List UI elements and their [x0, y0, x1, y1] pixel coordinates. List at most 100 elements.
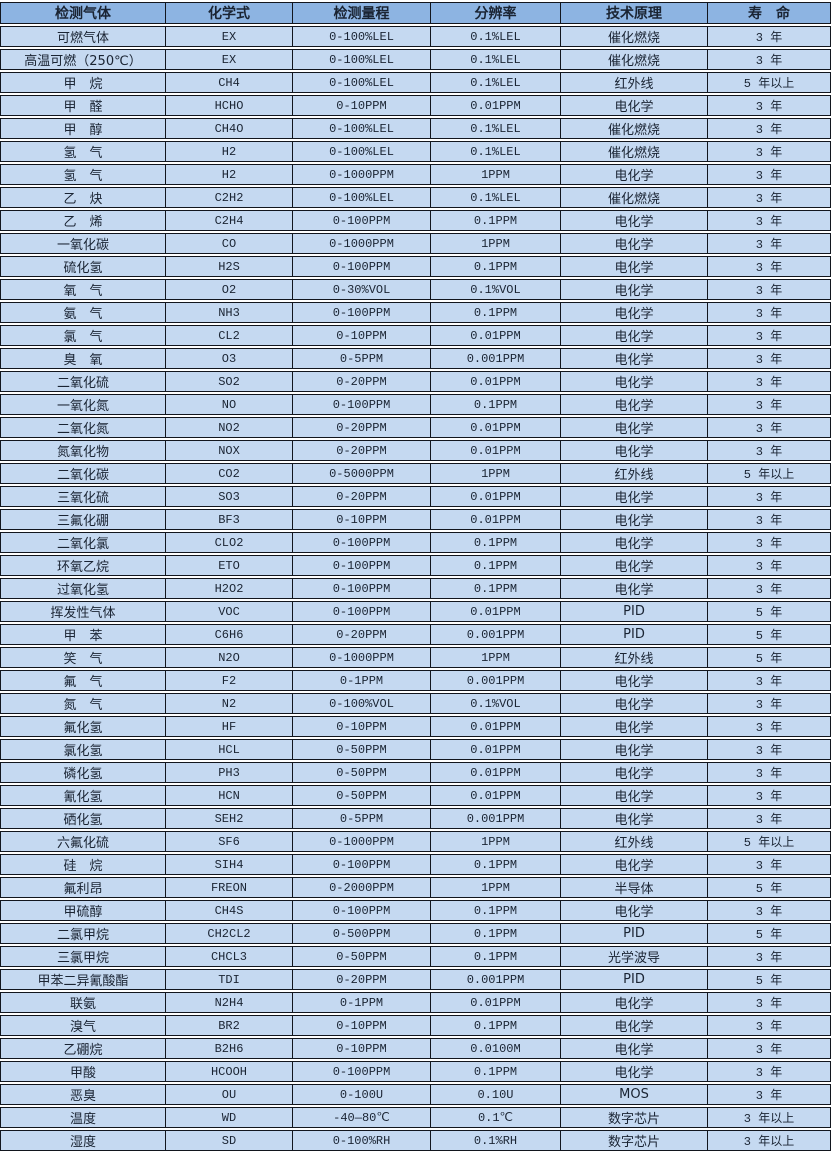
- lifespan-cell: 3 年: [707, 555, 831, 576]
- table-row: 甲硫醇 CH4S 0-100PPM 0.1PPM 电化学 3 年: [0, 900, 831, 921]
- range-cell: 0-20PPM: [292, 486, 430, 507]
- table-row: 氢 气 H2 0-1000PPM 1PPM 电化学 3 年: [0, 164, 831, 185]
- lifespan-cell: 3 年: [707, 394, 831, 415]
- lifespan-cell: 3 年: [707, 578, 831, 599]
- principle-cell: 电化学: [560, 1038, 707, 1059]
- range-cell: 0-100%VOL: [292, 693, 430, 714]
- table-row: 二氧化氮 NO2 0-20PPM 0.01PPM 电化学 3 年: [0, 417, 831, 438]
- range-cell: 0-50PPM: [292, 946, 430, 967]
- formula-cell: SD: [165, 1130, 292, 1151]
- range-cell: -40—80℃: [292, 1107, 430, 1128]
- lifespan-cell: 5 年: [707, 624, 831, 645]
- range-cell: 0-100PPM: [292, 578, 430, 599]
- gas-name-cell: 甲 醇: [0, 118, 165, 139]
- principle-cell: 电化学: [560, 95, 707, 116]
- principle-cell: 电化学: [560, 716, 707, 737]
- table-row: 联氨 N2H4 0-1PPM 0.01PPM 电化学 3 年: [0, 992, 831, 1013]
- lifespan-cell: 3 年: [707, 1061, 831, 1082]
- table-row: 溴气 BR2 0-10PPM 0.1PPM 电化学 3 年: [0, 1015, 831, 1036]
- table-row: 三氟化硼 BF3 0-10PPM 0.01PPM 电化学 3 年: [0, 509, 831, 530]
- range-cell: 0-100%LEL: [292, 49, 430, 70]
- table-row: 硅 烷 SIH4 0-100PPM 0.1PPM 电化学 3 年: [0, 854, 831, 875]
- principle-cell: 电化学: [560, 210, 707, 231]
- lifespan-cell: 3 年: [707, 946, 831, 967]
- formula-cell: SEH2: [165, 808, 292, 829]
- gas-name-cell: 联氨: [0, 992, 165, 1013]
- lifespan-cell: 3 年: [707, 233, 831, 254]
- table-row: 乙 炔 C2H2 0-100%LEL 0.1%LEL 催化燃烧 3 年: [0, 187, 831, 208]
- resolution-cell: 0.1PPM: [430, 946, 560, 967]
- gas-name-cell: 挥发性气体: [0, 601, 165, 622]
- lifespan-cell: 3 年: [707, 1015, 831, 1036]
- gas-name-cell: 二氯甲烷: [0, 923, 165, 944]
- table-row: 三氧化硫 SO3 0-20PPM 0.01PPM 电化学 3 年: [0, 486, 831, 507]
- gas-name-cell: 氰化氢: [0, 785, 165, 806]
- formula-cell: C2H4: [165, 210, 292, 231]
- principle-cell: 催化燃烧: [560, 26, 707, 47]
- resolution-cell: 0.10U: [430, 1084, 560, 1105]
- resolution-cell: 0.01PPM: [430, 992, 560, 1013]
- formula-cell: H2S: [165, 256, 292, 277]
- gas-name-cell: 氮 气: [0, 693, 165, 714]
- gas-name-cell: 甲 苯: [0, 624, 165, 645]
- lifespan-cell: 3 年: [707, 900, 831, 921]
- lifespan-cell: 3 年: [707, 49, 831, 70]
- table-row: 甲 烷 CH4 0-100%LEL 0.1%LEL 红外线 5 年以上: [0, 72, 831, 93]
- gas-name-cell: 一氧化氮: [0, 394, 165, 415]
- lifespan-cell: 5 年: [707, 923, 831, 944]
- table-row: 温度 WD -40—80℃ 0.1℃ 数字芯片 3 年以上: [0, 1107, 831, 1128]
- gas-name-cell: 乙 烯: [0, 210, 165, 231]
- resolution-cell: 0.1PPM: [430, 578, 560, 599]
- principle-cell: PID: [560, 601, 707, 622]
- lifespan-cell: 3 年: [707, 141, 831, 162]
- gas-name-cell: 氯 气: [0, 325, 165, 346]
- table-row: 环氧乙烷 ETO 0-100PPM 0.1PPM 电化学 3 年: [0, 555, 831, 576]
- formula-cell: CH4O: [165, 118, 292, 139]
- principle-cell: 电化学: [560, 785, 707, 806]
- range-cell: 0-10PPM: [292, 325, 430, 346]
- column-header-formula: 化学式: [165, 2, 292, 24]
- principle-cell: PID: [560, 969, 707, 990]
- principle-cell: 催化燃烧: [560, 187, 707, 208]
- range-cell: 0-10PPM: [292, 1015, 430, 1036]
- table-row: 甲苯二异氰酸酯 TDI 0-20PPM 0.001PPM PID 5 年: [0, 969, 831, 990]
- resolution-cell: 0.1%LEL: [430, 141, 560, 162]
- formula-cell: HCOOH: [165, 1061, 292, 1082]
- formula-cell: WD: [165, 1107, 292, 1128]
- principle-cell: PID: [560, 624, 707, 645]
- formula-cell: NH3: [165, 302, 292, 323]
- principle-cell: 电化学: [560, 486, 707, 507]
- lifespan-cell: 3 年: [707, 118, 831, 139]
- lifespan-cell: 3 年: [707, 532, 831, 553]
- table-row: 一氧化碳 CO 0-1000PPM 1PPM 电化学 3 年: [0, 233, 831, 254]
- lifespan-cell: 3 年: [707, 95, 831, 116]
- gas-name-cell: 一氧化碳: [0, 233, 165, 254]
- gas-name-cell: 三氟化硼: [0, 509, 165, 530]
- gas-name-cell: 二氧化氯: [0, 532, 165, 553]
- table-row: 乙硼烷 B2H6 0-10PPM 0.0100M 电化学 3 年: [0, 1038, 831, 1059]
- gas-name-cell: 湿度: [0, 1130, 165, 1151]
- lifespan-cell: 3 年: [707, 1084, 831, 1105]
- lifespan-cell: 3 年以上: [707, 1130, 831, 1151]
- column-header-gas-name: 检测气体: [0, 2, 165, 24]
- resolution-cell: 0.01PPM: [430, 371, 560, 392]
- formula-cell: CL2: [165, 325, 292, 346]
- gas-name-cell: 笑 气: [0, 647, 165, 668]
- lifespan-cell: 5 年: [707, 969, 831, 990]
- resolution-cell: 0.1PPM: [430, 210, 560, 231]
- table-row: 二氧化碳 CO2 0-5000PPM 1PPM 红外线 5 年以上: [0, 463, 831, 484]
- range-cell: 0-100PPM: [292, 601, 430, 622]
- gas-name-cell: 甲苯二异氰酸酯: [0, 969, 165, 990]
- gas-name-cell: 甲 醛: [0, 95, 165, 116]
- principle-cell: 电化学: [560, 555, 707, 576]
- table-row: 氯化氢 HCL 0-50PPM 0.01PPM 电化学 3 年: [0, 739, 831, 760]
- gas-name-cell: 甲 烷: [0, 72, 165, 93]
- lifespan-cell: 3 年: [707, 1038, 831, 1059]
- lifespan-cell: 3 年: [707, 348, 831, 369]
- lifespan-cell: 3 年: [707, 325, 831, 346]
- principle-cell: PID: [560, 923, 707, 944]
- principle-cell: 半导体: [560, 877, 707, 898]
- resolution-cell: 0.1%VOL: [430, 693, 560, 714]
- range-cell: 0-5PPM: [292, 808, 430, 829]
